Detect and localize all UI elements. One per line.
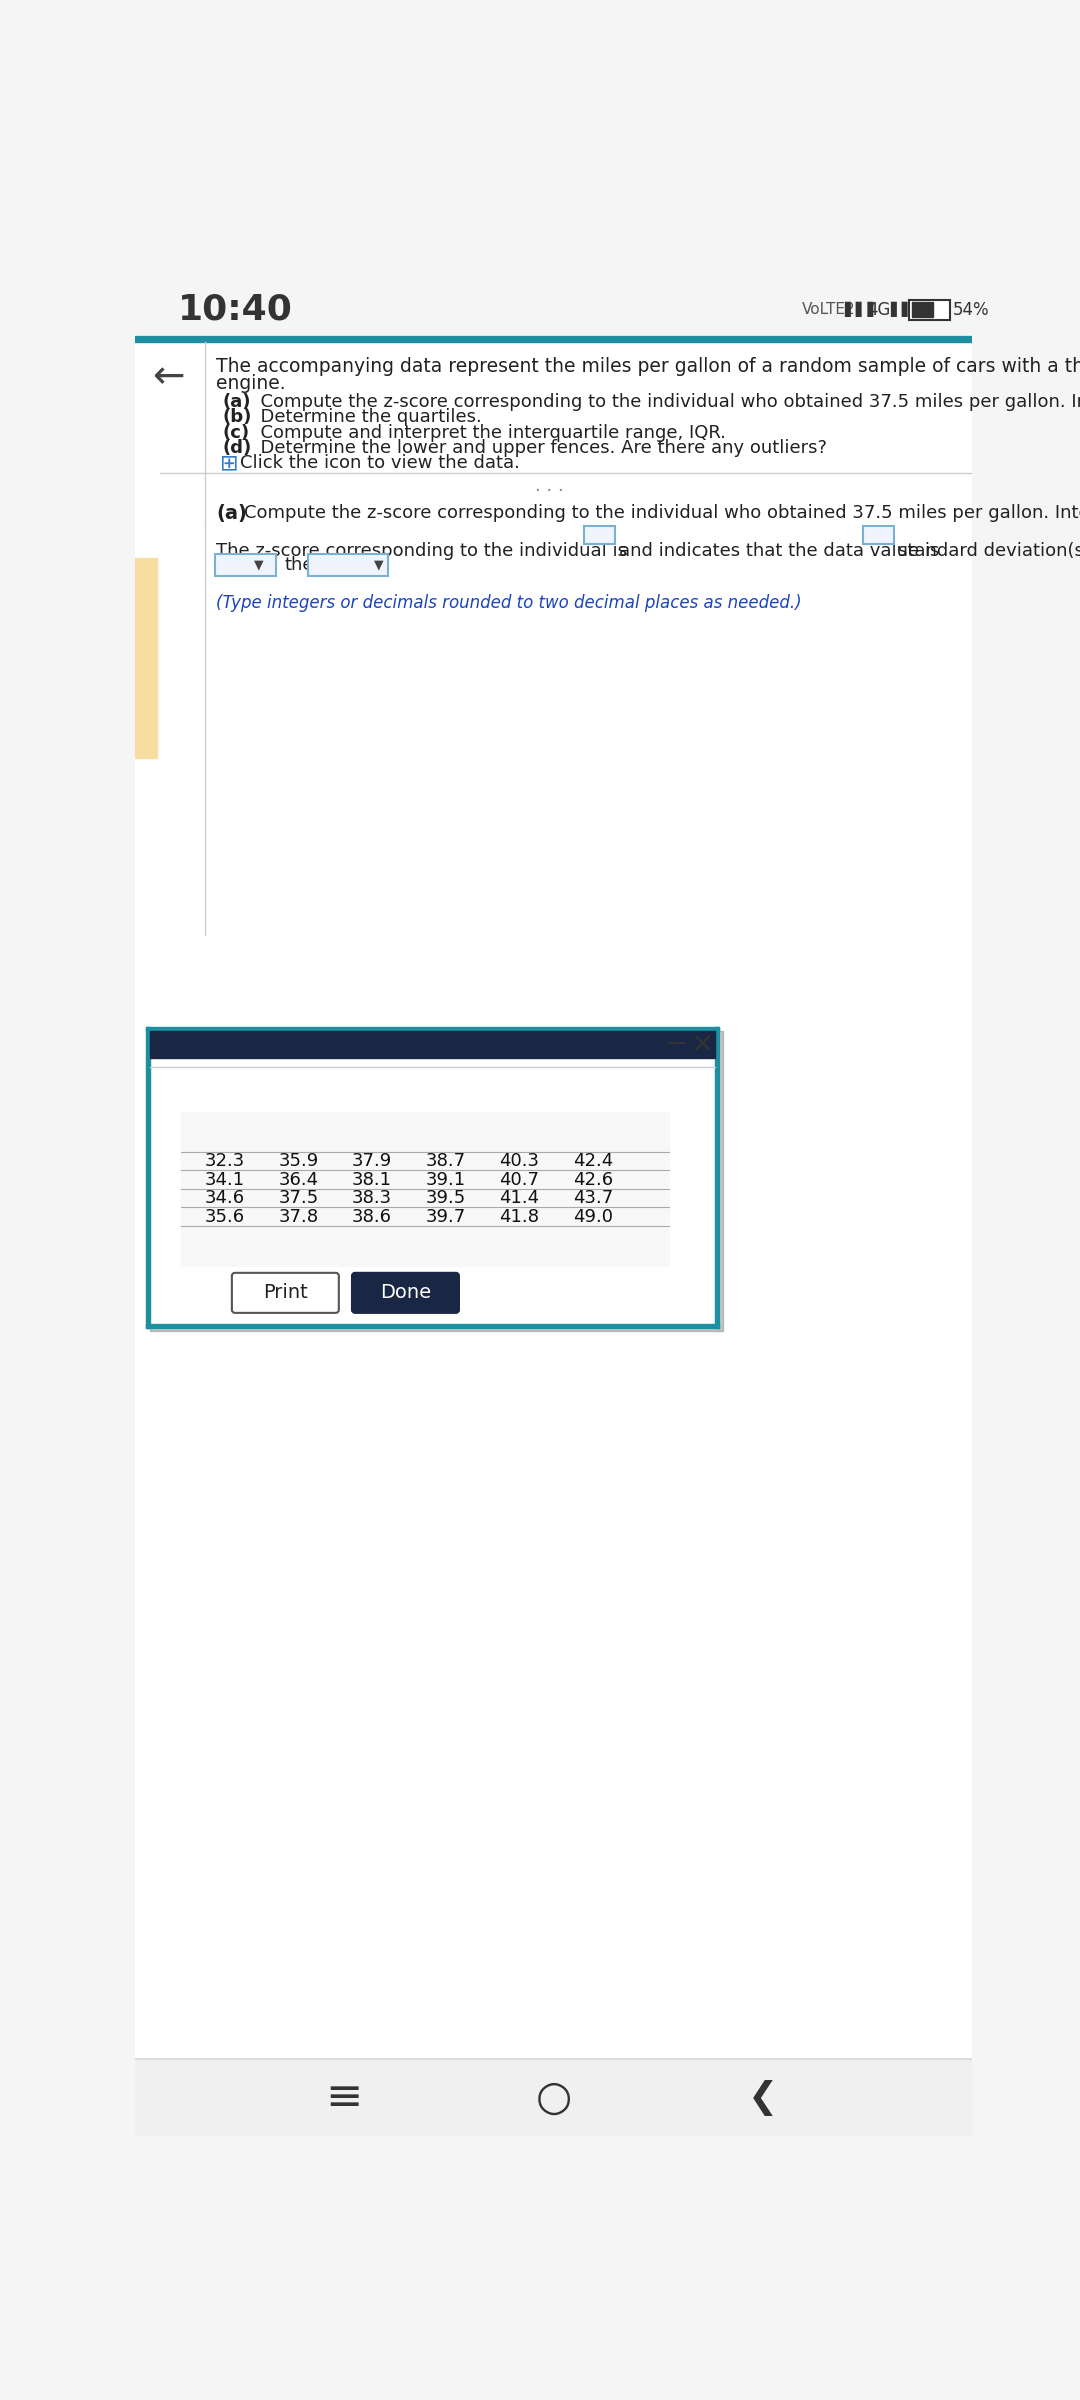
Text: 39.7: 39.7 <box>426 1207 465 1226</box>
Text: 35.9: 35.9 <box>279 1152 319 1171</box>
Text: 38.1: 38.1 <box>352 1171 392 1188</box>
Text: 38.7: 38.7 <box>426 1152 465 1171</box>
Text: Determine the quartiles.: Determine the quartiles. <box>248 408 482 427</box>
Text: 37.9: 37.9 <box>352 1152 392 1171</box>
Bar <box>135 1334 972 2059</box>
Text: 40.3: 40.3 <box>499 1152 539 1171</box>
Text: 39.5: 39.5 <box>426 1188 465 1207</box>
Text: ←: ← <box>152 358 185 396</box>
Text: 42.6: 42.6 <box>573 1171 613 1188</box>
Text: 10:40: 10:40 <box>177 293 293 326</box>
Text: and indicates that the data value is: and indicates that the data value is <box>619 542 940 559</box>
Text: Click the icon to view the data.: Click the icon to view the data. <box>240 454 519 473</box>
FancyBboxPatch shape <box>308 554 389 576</box>
Bar <box>146 1027 719 1032</box>
Text: ×: × <box>691 1030 714 1058</box>
Text: 34.6: 34.6 <box>205 1188 245 1207</box>
Text: The accompanying data represent the miles per gallon of a random sample of cars : The accompanying data represent the mile… <box>216 358 1080 377</box>
Text: 36.4: 36.4 <box>279 1171 319 1188</box>
Bar <box>180 1111 669 1265</box>
FancyBboxPatch shape <box>215 554 276 576</box>
Text: Compute and interpret the interquartile range, IQR.: Compute and interpret the interquartile … <box>248 422 726 442</box>
Bar <box>146 1325 719 1327</box>
Bar <box>912 302 933 317</box>
Bar <box>146 1027 150 1327</box>
Text: VoLTE2: VoLTE2 <box>801 302 855 317</box>
Text: (Type integers or decimals rounded to two decimal places as needed.): (Type integers or decimals rounded to tw… <box>216 595 802 612</box>
FancyBboxPatch shape <box>583 526 615 545</box>
FancyBboxPatch shape <box>352 1272 459 1313</box>
Text: ▼: ▼ <box>375 559 383 571</box>
Bar <box>180 1111 669 1265</box>
Text: 4G: 4G <box>867 300 891 319</box>
Bar <box>135 557 157 758</box>
Text: (a): (a) <box>222 394 251 410</box>
Text: 54%: 54% <box>953 300 989 319</box>
Text: 38.6: 38.6 <box>352 1207 392 1226</box>
Text: 41.4: 41.4 <box>499 1188 540 1207</box>
Text: ▼: ▼ <box>254 559 264 571</box>
FancyBboxPatch shape <box>863 526 894 545</box>
FancyBboxPatch shape <box>909 300 949 319</box>
Text: 42.4: 42.4 <box>572 1152 613 1171</box>
Bar <box>135 336 972 341</box>
Text: ❮: ❮ <box>747 2078 778 2114</box>
Bar <box>135 2059 972 2136</box>
Text: −: − <box>665 1030 688 1058</box>
Text: Compute the z-score corresponding to the individual who obtained 37.5 miles per : Compute the z-score corresponding to the… <box>243 504 1080 521</box>
Text: ▌▌▌: ▌▌▌ <box>845 302 879 317</box>
Text: (b): (b) <box>222 408 252 427</box>
FancyBboxPatch shape <box>232 1272 339 1313</box>
Text: Print: Print <box>262 1284 308 1303</box>
Text: · · ·: · · · <box>536 482 564 499</box>
Text: (d): (d) <box>222 439 252 456</box>
Text: (c): (c) <box>222 422 249 442</box>
Text: 43.7: 43.7 <box>572 1188 613 1207</box>
Text: the: the <box>284 557 314 574</box>
Text: 39.1: 39.1 <box>426 1171 465 1188</box>
Text: The z-score corresponding to the individual is: The z-score corresponding to the individ… <box>216 542 627 559</box>
Text: 40.7: 40.7 <box>499 1171 539 1188</box>
Text: 37.5: 37.5 <box>279 1188 319 1207</box>
Text: 38.3: 38.3 <box>352 1188 392 1207</box>
Text: ⊞: ⊞ <box>220 454 239 475</box>
Bar <box>150 1032 724 1332</box>
Text: 32.3: 32.3 <box>205 1152 245 1171</box>
Text: 35.6: 35.6 <box>205 1207 245 1226</box>
Text: ○: ○ <box>536 2076 571 2119</box>
Bar <box>715 1027 719 1327</box>
Text: Determine the lower and upper fences. Are there any outliers?: Determine the lower and upper fences. Ar… <box>248 439 827 456</box>
Bar <box>146 1027 719 1327</box>
Text: Compute the z-score corresponding to the individual who obtained 37.5 miles per : Compute the z-score corresponding to the… <box>248 394 1080 410</box>
Text: ▌▌: ▌▌ <box>891 302 914 317</box>
Bar <box>150 1032 715 1058</box>
Text: MPG Data: MPG Data <box>165 1032 305 1056</box>
Text: 49.0: 49.0 <box>573 1207 613 1226</box>
Bar <box>135 288 972 334</box>
Text: 34.1: 34.1 <box>205 1171 245 1188</box>
Text: 37.8: 37.8 <box>279 1207 319 1226</box>
Text: standard deviation(s): standard deviation(s) <box>899 542 1080 559</box>
Text: Done: Done <box>380 1284 431 1303</box>
Text: 41.8: 41.8 <box>499 1207 539 1226</box>
Text: (a): (a) <box>216 504 247 523</box>
Text: ≡: ≡ <box>326 2076 363 2119</box>
Text: engine.: engine. <box>216 374 286 394</box>
